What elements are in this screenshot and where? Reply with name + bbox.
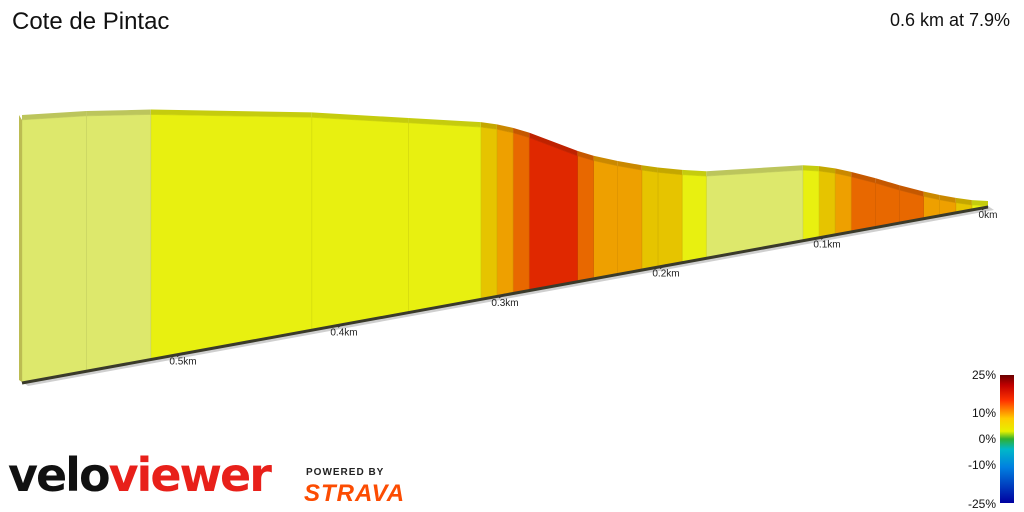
profile-segment-20 (480, 126, 498, 299)
legend-label-0: 0% (978, 432, 996, 446)
profile-segment-8 (818, 170, 836, 238)
profile-top-17 (529, 132, 578, 156)
veloviewer-logo[interactable]: veloviewer (8, 452, 272, 498)
profile-segment-11 (681, 174, 707, 263)
x-tick-label-0: 0km (979, 210, 998, 221)
profile-segment-6 (850, 176, 876, 232)
profile-top-11 (682, 169, 707, 177)
x-tick-label-2: 0.2km (652, 269, 679, 280)
x-tick-0 (981, 205, 989, 211)
profile-segment-17 (528, 137, 578, 290)
x-tick-1 (820, 234, 828, 240)
profile-top-14 (617, 160, 642, 171)
profile-top-22 (311, 112, 409, 123)
segment-title: Cote de Pintac (12, 8, 170, 35)
x-tick-4 (337, 322, 345, 328)
profile-segment-3 (923, 196, 941, 219)
profile-segment-25 (21, 115, 87, 383)
profile-top-10 (706, 165, 803, 177)
profile-top-19 (496, 124, 514, 133)
profile-segment-9 (802, 169, 820, 241)
x-tick-label-4: 0.4km (330, 327, 357, 338)
profile-top-15 (593, 155, 618, 166)
profile-top-5 (875, 178, 900, 191)
profile-top-4 (899, 185, 924, 197)
profile-top-9 (802, 165, 819, 172)
profile-top-24 (86, 109, 151, 116)
profile-segment-12 (657, 172, 683, 267)
profile-segment-19 (496, 129, 514, 296)
legend-label-neg10: -10% (967, 458, 996, 472)
profile-segment-24 (86, 114, 152, 371)
profile-baseline (21, 205, 989, 385)
logo-part-velo: velo (8, 448, 111, 502)
x-tick-2 (659, 264, 667, 270)
profile-segment-14 (617, 165, 643, 274)
powered-by-label: POWERED BY (306, 467, 385, 478)
profile-top-25 (22, 110, 87, 120)
profile-top-2 (939, 194, 956, 203)
strava-logo[interactable]: STRAVA (304, 480, 406, 507)
segment-summary: 0.6 km at 7.9% (889, 10, 1010, 30)
legend-label-min: -25% (967, 497, 996, 511)
profile-top-3 (923, 191, 940, 200)
profile-top-6 (851, 171, 876, 184)
x-tick-label-1: 0.1km (813, 239, 840, 250)
profile-top-0 (971, 200, 988, 206)
profile-top-16 (577, 150, 594, 161)
profile-segment-5 (874, 182, 900, 227)
profile-segment-13 (641, 169, 659, 270)
profile-top-18 (513, 127, 530, 138)
profile-top-21 (408, 117, 481, 128)
legend-label-10: 10% (971, 406, 996, 420)
gradient-legend-bar (1000, 375, 1014, 503)
x-tick-label-5: 0.5km (169, 357, 196, 368)
profile-top-7 (835, 168, 852, 177)
profile-top-23 (150, 109, 312, 118)
profile-segment-22 (311, 117, 409, 330)
profile-segment-15 (593, 160, 619, 279)
profile-segment-21 (408, 122, 482, 312)
profile-segment-7 (834, 172, 852, 235)
profile-segment-18 (512, 132, 530, 293)
profile-segment-23 (150, 114, 313, 359)
x-tick-label-3: 0.3km (491, 298, 518, 309)
x-tick-3 (498, 293, 506, 299)
logo-part-viewer: viewer (108, 448, 272, 502)
x-tick-5 (176, 352, 184, 358)
legend-label-max: 25% (971, 368, 996, 382)
profile-end-cap (19, 115, 22, 382)
profile-segment-16 (577, 155, 594, 282)
